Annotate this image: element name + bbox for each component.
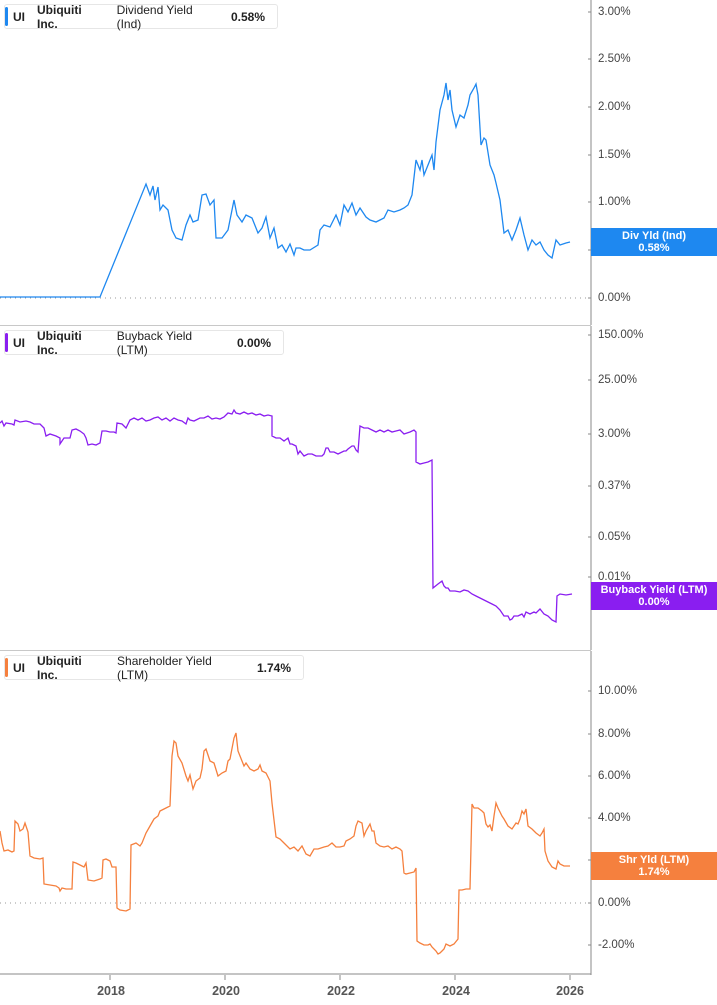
current-value-tag: Shr Yld (LTM) 1.74% (591, 852, 717, 880)
buyback-yield-line (0, 408, 573, 624)
y-tick-label: 6.00% (598, 770, 631, 782)
ticker: UI (13, 660, 25, 675)
y-tick-label: 0.00% (598, 897, 631, 909)
tag-label: Div Yld (Ind) (622, 230, 686, 242)
tag-label: Shr Yld (LTM) (618, 854, 690, 866)
y-tick-label: 2.00% (598, 101, 631, 113)
shareholder-yield-line (0, 732, 570, 955)
buyback-yield-panel: UI Ubiquiti Inc. Buyback Yield (LTM) 0.0… (0, 326, 717, 650)
tag-value: 0.58% (638, 242, 670, 254)
metric-value: 0.00% (236, 335, 271, 350)
dividend-yield-line (0, 81, 571, 298)
y-tick-label: 3.00% (598, 6, 631, 18)
company-name: Ubiquiti Inc. (37, 2, 82, 31)
x-tick-label: 2018 (97, 984, 125, 998)
shareholder-yield-plot (0, 651, 592, 975)
tag-value: 1.74% (638, 866, 670, 878)
x-tick-label: 2020 (212, 984, 240, 998)
metric-name: Dividend Yield (Ind) (116, 2, 193, 31)
x-tick-label: 2026 (556, 984, 584, 998)
y-tick-label: -2.00% (598, 939, 635, 951)
y-tick-label: 8.00% (598, 728, 631, 740)
dividend-yield-plot (0, 0, 592, 325)
tag-label: Buyback Yield (LTM) (600, 584, 708, 596)
panel-divider (0, 650, 591, 651)
panel-divider (0, 325, 591, 326)
y-tick-label: 10.00% (598, 685, 638, 697)
y-tick-label: 0.37% (598, 480, 631, 492)
y-tick-label: 25.00% (598, 374, 638, 386)
tag-value: 0.00% (638, 596, 670, 608)
y-tick-label: 4.00% (598, 812, 631, 824)
metric-value: 1.74% (256, 660, 291, 675)
y-tick-label: 0.00% (598, 292, 631, 304)
y-tick-label: 1.00% (598, 196, 631, 208)
dividend-yield-legend: UI Ubiquiti Inc. Dividend Yield (Ind) 0.… (4, 2, 278, 31)
y-tick-label: 3.00% (598, 428, 631, 440)
series-color-marker (5, 7, 8, 26)
dividend-yield-panel: UI Ubiquiti Inc. Dividend Yield (Ind) 0.… (0, 0, 717, 325)
ticker: UI (13, 335, 25, 350)
metric-name: Shareholder Yield (LTM) (117, 653, 212, 682)
shareholder-yield-legend: UI Ubiquiti Inc. Shareholder Yield (LTM)… (4, 653, 304, 682)
series-color-marker (5, 333, 8, 352)
y-tick-label: 150.00% (598, 329, 644, 341)
metric-name: Buyback Yield (LTM) (116, 328, 193, 357)
current-value-tag: Buyback Yield (LTM) 0.00% (591, 582, 717, 610)
buyback-yield-legend: UI Ubiquiti Inc. Buyback Yield (LTM) 0.0… (4, 328, 284, 357)
y-tick-label: 0.05% (598, 531, 631, 543)
shareholder-yield-panel: UI Ubiquiti Inc. Shareholder Yield (LTM)… (0, 651, 717, 975)
y-tick-label: 0.01% (598, 571, 631, 583)
y-tick-label: 2.50% (598, 53, 631, 65)
company-name: Ubiquiti Inc. (37, 328, 82, 357)
current-value-tag: Div Yld (Ind) 0.58% (591, 228, 717, 256)
series-color-marker (5, 658, 8, 677)
metric-value: 0.58% (230, 9, 265, 24)
x-tick-label: 2022 (327, 984, 355, 998)
ticker: UI (13, 9, 25, 24)
y-tick-label: 1.50% (598, 149, 631, 161)
x-axis (109, 975, 571, 980)
company-name: Ubiquiti Inc. (37, 653, 82, 682)
x-tick-label: 2024 (442, 984, 470, 998)
